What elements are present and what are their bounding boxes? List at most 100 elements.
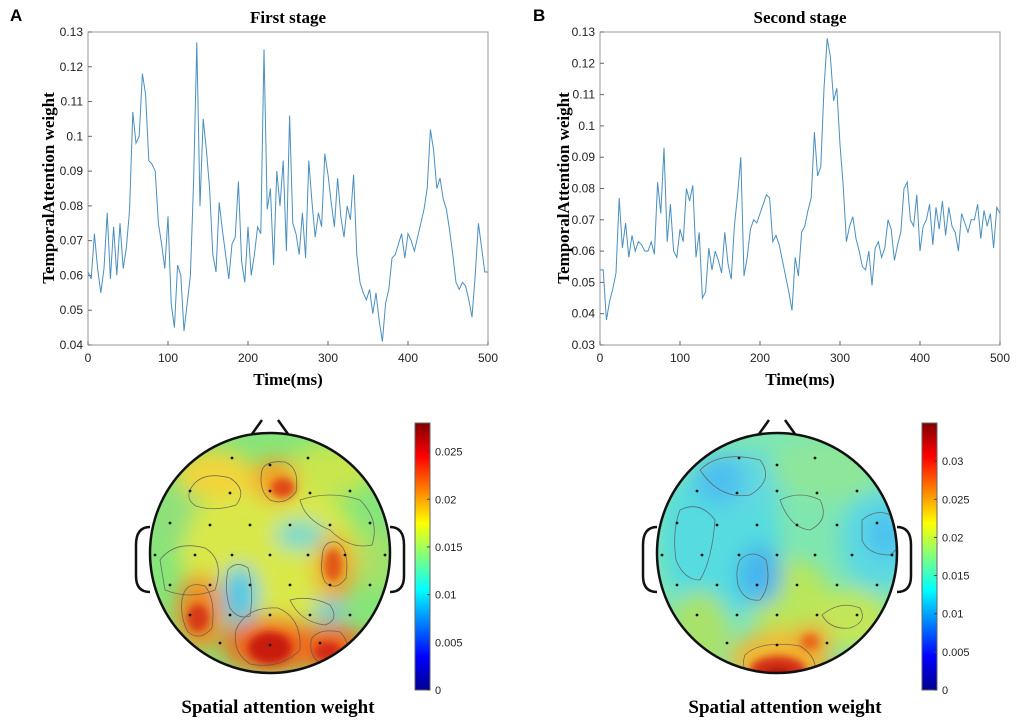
- plot-area-2: [599, 31, 1001, 346]
- colorbar-tick-label: 0.01: [942, 609, 963, 621]
- electrode-dot: [795, 523, 799, 527]
- line-chart-1-xlabel: Time(ms): [253, 370, 323, 389]
- colorbar-tick-label: 0.025: [435, 447, 463, 459]
- electrode-dot: [855, 489, 859, 493]
- line-chart-2-xlabel: Time(ms): [765, 370, 835, 389]
- electrode-dot: [890, 553, 894, 557]
- left-ear-icon: [641, 525, 658, 594]
- electrode-dot: [288, 523, 292, 527]
- electrode-dot: [230, 553, 234, 557]
- y-tick-label: 0.04: [60, 338, 84, 352]
- panel-letter-b: B: [533, 6, 546, 25]
- x-tick-label: 500: [478, 351, 498, 365]
- electrode-dot: [328, 583, 332, 587]
- electrode-dot: [675, 521, 679, 525]
- y-tick-label: 0.11: [61, 95, 84, 109]
- electrode-dot: [813, 553, 817, 557]
- head-outline: [148, 431, 392, 675]
- y-tick-label: 0.05: [572, 275, 596, 289]
- colorbar-tick-label: 0.015: [942, 571, 970, 583]
- electrode-dot: [268, 463, 272, 467]
- electrode-dot: [875, 583, 879, 587]
- electrode-dot: [348, 613, 352, 617]
- nose-icon: [757, 419, 797, 435]
- electrode-dot: [660, 553, 664, 557]
- x-tick-label: 300: [830, 351, 850, 365]
- electrode-dot: [735, 613, 739, 617]
- x-tick-label: 200: [750, 351, 770, 365]
- series-line-1: [87, 42, 488, 342]
- x-tick-label: 100: [158, 351, 178, 365]
- colorbar-tick-label: 0: [435, 685, 441, 697]
- series-line-2: [600, 38, 1001, 321]
- topomap-second-stage: [641, 419, 913, 675]
- line-chart-first-stage: 0 100 200 300 400 500 0.04 0.05 0.06 0.07 0.08 0.09…: [60, 25, 499, 365]
- topomap-1-title: Spatial attention weight: [181, 697, 375, 718]
- x-tick-label: 200: [238, 351, 258, 365]
- left-ear-icon: [134, 525, 151, 594]
- electrode-dot: [775, 489, 779, 493]
- electrode-dot: [268, 553, 272, 557]
- electrode-dot: [306, 456, 310, 460]
- topomap-first-stage: [134, 419, 406, 675]
- y-tick-label: 0.04: [572, 307, 596, 321]
- panel-letter-a: A: [10, 6, 23, 25]
- electrode-dot: [813, 456, 817, 460]
- electrode-dot: [825, 641, 829, 645]
- x-tick-label: 0: [597, 351, 604, 365]
- y-tick-label: 0.05: [60, 303, 84, 317]
- electrode-dot: [248, 583, 252, 587]
- colorbar-tick-label: 0.005: [435, 637, 463, 649]
- electrode-dot: [306, 553, 310, 557]
- nose-icon: [250, 419, 290, 435]
- electrode-dot: [795, 583, 799, 587]
- electrode-dot: [835, 523, 839, 527]
- colorbar-tick-label: 0.01: [435, 590, 456, 602]
- electrode-dot: [268, 613, 272, 617]
- x-tick-label: 0: [85, 351, 92, 365]
- electrode-dot: [208, 523, 212, 527]
- x-tick-label: 300: [318, 351, 338, 365]
- electrode-dot: [855, 613, 859, 617]
- electrode-dot: [228, 491, 232, 495]
- electrode-dot: [735, 491, 739, 495]
- electrode-dot: [348, 489, 352, 493]
- electrode-dot: [775, 463, 779, 467]
- electrode-dot: [153, 553, 157, 557]
- electrode-dot: [775, 613, 779, 617]
- electrode-dot: [188, 613, 192, 617]
- electrode-dot: [700, 553, 704, 557]
- electrode-dot: [208, 583, 212, 587]
- y-tick-label: 0.09: [60, 164, 84, 178]
- y-tick-label: 0.13: [60, 25, 84, 39]
- y-tick-label: 0.07: [572, 213, 596, 227]
- electrode-dot: [368, 583, 372, 587]
- y-tick-label: 0.07: [60, 234, 84, 248]
- electrode-dot: [755, 583, 759, 587]
- electrode-dot: [308, 613, 312, 617]
- electrode-dot: [188, 489, 192, 493]
- electrode-dot: [775, 553, 779, 557]
- electrode-dot: [318, 641, 322, 645]
- line-chart-1-title: First stage: [249, 8, 326, 27]
- electrode-dot: [268, 489, 272, 493]
- electrode-dot: [875, 521, 879, 525]
- right-ear-icon: [896, 525, 913, 594]
- electrode-dot: [168, 521, 172, 525]
- y-tick-label: 0.08: [572, 182, 596, 196]
- electrode-dot: [308, 491, 312, 495]
- colorbar-tick-label: 0.025: [942, 494, 970, 506]
- electrode-dot: [288, 583, 292, 587]
- y-tick-label: 0.1: [66, 129, 83, 143]
- x-tick-label: 400: [398, 351, 418, 365]
- y-tick-label: 0.13: [572, 25, 596, 39]
- y-tick-label: 0.08: [60, 199, 84, 213]
- electrode-dot: [835, 583, 839, 587]
- right-ear-icon: [389, 525, 406, 594]
- head-outline: [655, 431, 899, 675]
- y-tick-label: 0.1: [578, 119, 595, 133]
- line-chart-second-stage: 0 100 200 300 400 500 0.03 0.04 0.05 0.06 0.07 0.08…: [572, 25, 1011, 365]
- electrode-dot: [193, 553, 197, 557]
- electrode-dot: [815, 491, 819, 495]
- colorbar-tick-label: 0: [942, 685, 948, 697]
